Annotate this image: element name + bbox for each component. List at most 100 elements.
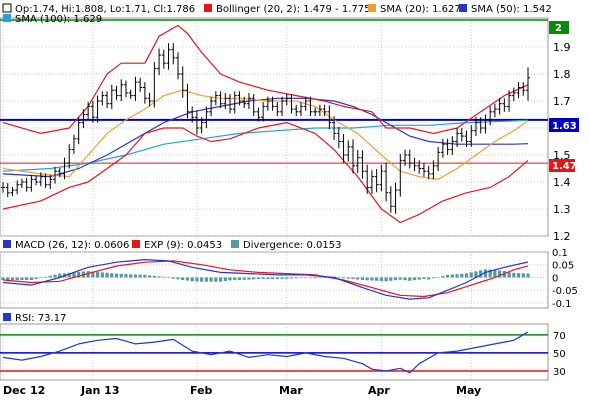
price-y-tick-label: 1.7: [553, 95, 571, 108]
divergence-bar: [91, 271, 95, 278]
divergence-bar: [412, 277, 417, 281]
macd-legend-swatch: [3, 240, 11, 248]
divergence-bar: [507, 271, 511, 278]
divergence-bar: [360, 277, 365, 280]
divergence-bar: [280, 277, 284, 279]
divergence-bar: [323, 277, 327, 278]
divergence-bar: [100, 272, 104, 278]
divergence-bar: [270, 277, 275, 280]
divergence-bar: [185, 277, 190, 281]
price-y-tick-label: 1.3: [553, 203, 571, 216]
divergence-bar: [58, 273, 62, 278]
divergence-bar: [431, 277, 436, 279]
divergence-bar: [299, 277, 303, 279]
divergence-bar: [285, 277, 289, 279]
divergence-bar: [190, 277, 194, 282]
sma20-legend-swatch: [368, 4, 376, 12]
level-163-badge: [549, 118, 579, 132]
divergence-bar: [436, 277, 440, 278]
divergence-bar: [6, 277, 10, 280]
divergence-bar: [356, 277, 360, 280]
level-147-badge: [549, 159, 575, 172]
divergence-bar: [34, 277, 38, 279]
price-y-tick-label: 1.8: [553, 68, 571, 81]
divergence-legend-swatch: [231, 240, 239, 248]
divergence-bar: [464, 273, 469, 278]
sma100-legend-swatch: [3, 14, 11, 22]
divergence-bar: [488, 269, 492, 278]
x-tick-label: Dec 12: [3, 384, 45, 397]
divergence-bar: [294, 277, 298, 279]
macd-line: [2, 259, 529, 300]
divergence-bar: [450, 274, 454, 278]
divergence-bar: [252, 277, 256, 280]
divergence-bar: [403, 277, 407, 281]
divergence-bar: [389, 277, 393, 281]
divergence-bar: [289, 277, 294, 279]
divergence-bar: [124, 274, 128, 278]
x-tick-label: Mar: [279, 384, 303, 397]
bollinger-legend-text: Bollinger (20, 2): 1.479 - 1.775: [216, 4, 370, 15]
divergence-bar: [493, 269, 497, 278]
level-2-badge: [549, 21, 569, 34]
bollinger-legend-swatch: [204, 4, 212, 12]
divergence-bar: [313, 277, 317, 279]
bollinger-upper-line: [2, 24, 529, 134]
divergence-bar: [129, 274, 133, 278]
divergence-bar: [143, 274, 147, 278]
divergence-legend-text: Divergence: 0.0153: [243, 240, 342, 251]
price-legend: Op:1.74, Hi:1.808, Lo:1.71, Cl:1.786 Bol…: [2, 3, 552, 25]
exp-legend-text: EXP (9): 0.0453: [144, 240, 222, 251]
divergence-bar: [233, 277, 237, 281]
rsi-legend-swatch: [3, 313, 11, 321]
divergence-bar: [39, 277, 43, 278]
divergence-bar: [166, 277, 171, 278]
divergence-bar: [337, 277, 341, 278]
grid-lines: [0, 20, 548, 380]
macd-y-tick-label: 0.1: [552, 248, 568, 259]
divergence-bar: [176, 277, 180, 280]
price-y-tick-label: 1.4: [553, 176, 571, 189]
divergence-bar: [10, 277, 15, 280]
level-147-badge-text: 1.47: [552, 161, 577, 172]
macd-legend: MACD (26, 12): 0.0606 EXP (9): 0.0453 Di…: [3, 240, 342, 251]
divergence-bar: [20, 277, 24, 280]
sma100-line: [2, 119, 529, 172]
divergence-bar: [242, 277, 246, 280]
divergence-bar: [218, 277, 223, 282]
divergence-bar: [526, 273, 530, 278]
divergence-bar: [162, 276, 166, 278]
divergence-bar: [417, 277, 421, 280]
divergence-bar: [351, 277, 355, 280]
divergence-bar: [370, 277, 374, 281]
rsi-y-tick-label: 50: [553, 349, 566, 360]
ohlc-legend-text: Op:1.74, Hi:1.808, Lo:1.71, Cl:1.786: [15, 4, 195, 15]
divergence-bar: [119, 273, 123, 278]
divergence-bar: [516, 273, 521, 278]
divergence-bar: [365, 277, 369, 281]
macd-y-tick-label: 0.05: [552, 261, 574, 272]
divergence-bar: [469, 272, 473, 278]
divergence-bar: [157, 276, 161, 278]
divergence-bar: [256, 277, 261, 280]
divergence-bar: [498, 270, 502, 278]
divergence-bar: [25, 277, 29, 280]
price-y-tick-label: 1.5: [553, 149, 571, 162]
divergence-bar: [72, 272, 76, 278]
price-y-tick-label: 1.9: [553, 41, 571, 54]
rsi-legend-text: RSI: 73.17: [15, 313, 66, 324]
divergence-bar: [483, 269, 488, 278]
divergence-bar: [105, 272, 109, 278]
divergence-bar: [43, 276, 48, 278]
divergence-bar: [86, 271, 90, 278]
divergence-bar: [308, 277, 313, 279]
divergence-bar: [422, 277, 426, 280]
rsi-y-tick-label: 70: [553, 331, 566, 342]
x-tick-label: Feb: [190, 384, 213, 397]
divergence-bar: [398, 277, 402, 280]
divergence-bar: [209, 277, 213, 282]
x-tick-label: May: [456, 384, 481, 397]
divergence-bar: [1, 277, 5, 280]
